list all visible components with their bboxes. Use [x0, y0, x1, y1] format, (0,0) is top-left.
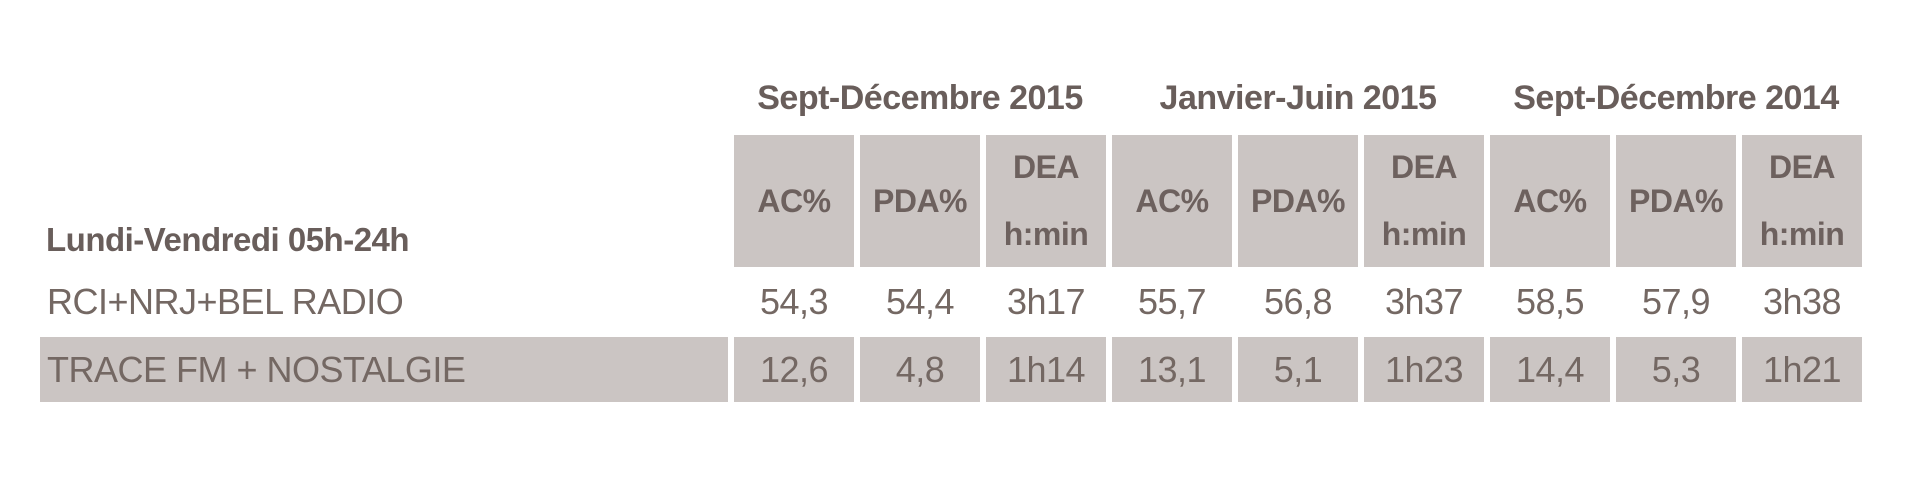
data-cell: 1h14 — [986, 337, 1106, 402]
col-header-pda-g2: PDA% — [1238, 135, 1358, 267]
dea-label-line1: DEA — [1390, 149, 1458, 185]
dea-label-line1: DEA — [1768, 149, 1836, 185]
col-header-ac-g1: AC% — [734, 135, 854, 267]
data-cell: 57,9 — [1641, 281, 1711, 322]
col-header-dea-g1: DEA h:min — [986, 135, 1106, 267]
period-header-jan-juin-2015: Janvier-Juin 2015 — [1159, 79, 1437, 117]
dea-label-line2: h:min — [1759, 216, 1845, 252]
data-cell: 56,8 — [1263, 281, 1333, 322]
data-cell: 1h21 — [1742, 337, 1862, 402]
row-label-rci-nrj-bel: RCI+NRJ+BEL RADIO — [47, 281, 404, 322]
data-cell: 54,3 — [759, 281, 829, 322]
data-cell: 3h17 — [1006, 281, 1086, 322]
col-header-ac-g2: AC% — [1112, 135, 1232, 267]
data-cell: 4,8 — [860, 337, 980, 402]
data-cell: 13,1 — [1112, 337, 1232, 402]
data-cell: 3h38 — [1762, 281, 1842, 322]
data-cell: 12,6 — [734, 337, 854, 402]
period-header-sept-dec-2015: Sept-Décembre 2015 — [757, 79, 1083, 117]
data-cell: 5,1 — [1238, 337, 1358, 402]
dea-label-line1: DEA — [1012, 149, 1080, 185]
data-cell: 14,4 — [1490, 337, 1610, 402]
col-header-dea-g3: DEA h:min — [1742, 135, 1862, 267]
data-cell: 54,4 — [885, 281, 955, 322]
daypart-label: Lundi-Vendredi 05h-24h — [46, 221, 410, 258]
col-header-pda-g3: PDA% — [1616, 135, 1736, 267]
period-header-sept-dec-2014: Sept-Décembre 2014 — [1513, 79, 1839, 117]
col-header-dea-g2: DEA h:min — [1364, 135, 1484, 267]
row-label-trace-nostalgie: TRACE FM + NOSTALGIE — [40, 337, 728, 402]
col-header-pda-g1: PDA% — [860, 135, 980, 267]
dea-label-line2: h:min — [1003, 216, 1089, 252]
col-header-ac-g3: AC% — [1490, 135, 1610, 267]
data-cell: 5,3 — [1616, 337, 1736, 402]
data-cell: 3h37 — [1384, 281, 1464, 322]
data-cell: 1h23 — [1364, 337, 1484, 402]
data-cell: 58,5 — [1515, 281, 1585, 322]
audience-table: Sept-Décembre 2015 Janvier-Juin 2015 Sep… — [40, 60, 1862, 402]
data-cell: 55,7 — [1137, 281, 1207, 322]
dea-label-line2: h:min — [1381, 216, 1467, 252]
